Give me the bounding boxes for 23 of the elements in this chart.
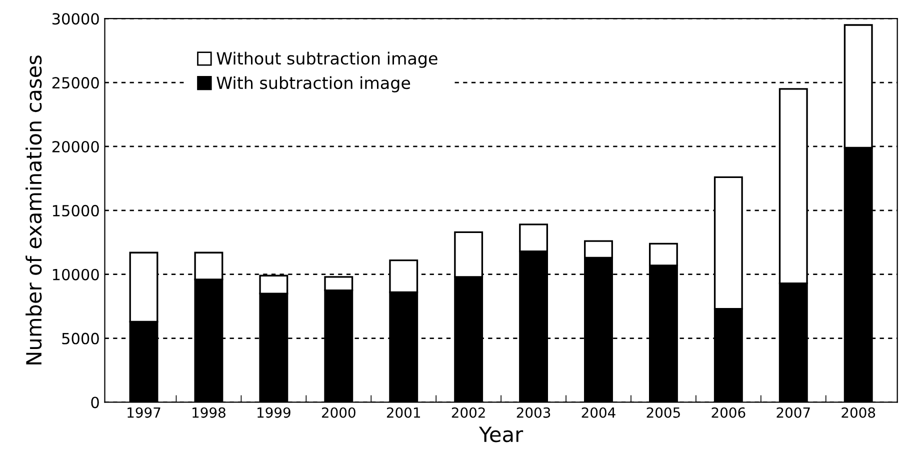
x-tick-label: 2003	[516, 407, 550, 418]
x-tick-label: 2004	[582, 407, 616, 418]
y-tick-label: 10000	[52, 268, 99, 280]
y-tick-label: 5000	[62, 332, 99, 344]
legend-label: With subtraction image	[216, 76, 410, 92]
x-tick-label: 2001	[386, 407, 420, 418]
x-tick-label: 2000	[322, 407, 356, 418]
x-tick-label: 1999	[258, 407, 290, 418]
x-tick-label: 1998	[192, 407, 226, 418]
x-tick-label: 2002	[452, 407, 485, 418]
x-axis-title: Year	[478, 426, 524, 442]
x-tick-label: 1997	[128, 407, 160, 418]
y-axis-title: Number of examination cases	[26, 55, 42, 364]
x-tick-label: 2006	[712, 407, 746, 418]
x-tick-label: 2007	[776, 407, 810, 418]
y-tick-label: 0	[91, 396, 99, 408]
y-tick-label: 15000	[52, 204, 99, 216]
legend-label: Without subtraction image	[216, 52, 438, 68]
y-tick-label: 30000	[52, 13, 99, 25]
x-tick-label: 2005	[646, 407, 680, 418]
x-tick-label: 2008	[842, 407, 876, 418]
y-tick-label: 20000	[52, 140, 99, 152]
y-tick-label: 25000	[52, 77, 99, 89]
